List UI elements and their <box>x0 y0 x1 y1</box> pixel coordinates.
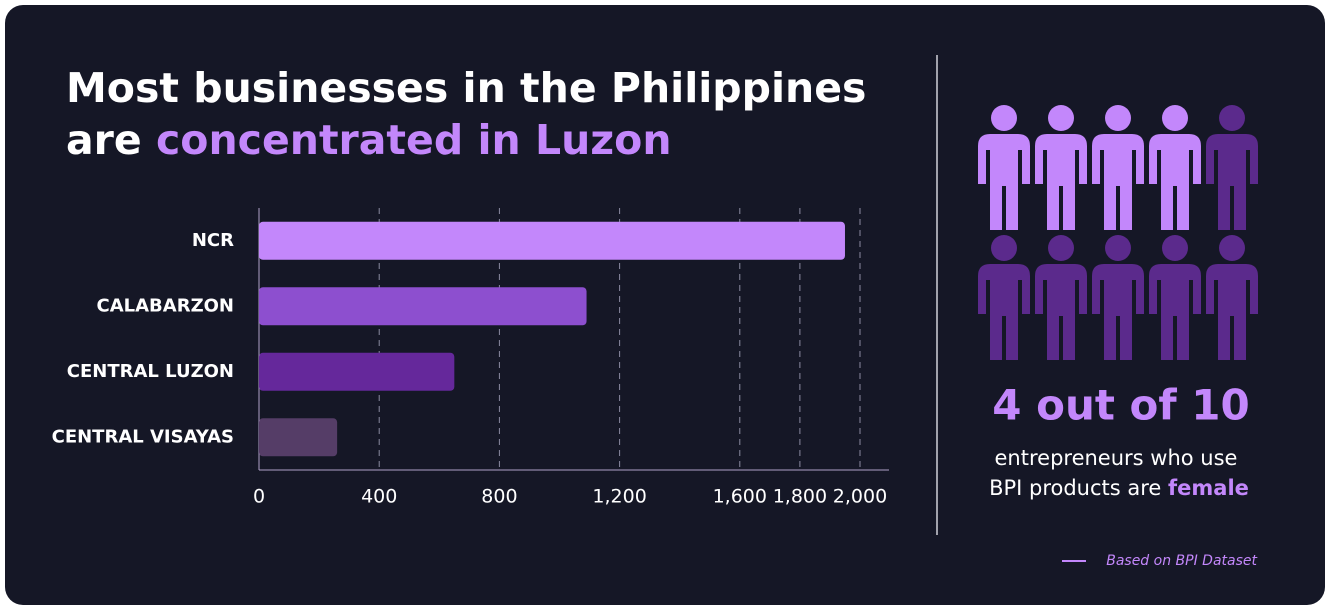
person-body <box>1206 264 1258 360</box>
person-icon <box>1206 105 1258 230</box>
person-head <box>991 105 1017 131</box>
footnote: Based on BPI Dataset <box>1106 553 1257 569</box>
pictogram <box>978 105 1258 360</box>
title-plain: are <box>66 116 142 164</box>
person-head <box>1105 235 1131 261</box>
person-icon <box>1035 105 1087 230</box>
x-tick-label: 1,800 <box>773 486 827 508</box>
person-icon <box>1149 105 1201 230</box>
person-body <box>1092 134 1144 230</box>
stat-text-line2: BPI products are female <box>989 476 1249 500</box>
person-body <box>1092 264 1144 360</box>
title-line2: are concentrated in Luzon <box>66 116 672 164</box>
person-head <box>1219 235 1245 261</box>
x-tick-label: 2,000 <box>833 486 887 508</box>
person-icon <box>978 105 1030 230</box>
person-body <box>978 264 1030 360</box>
bar <box>259 221 845 260</box>
person-body <box>1149 134 1201 230</box>
person-body <box>1206 134 1258 230</box>
title-highlight: concentrated in Luzon <box>156 116 672 164</box>
title-line1: Most businesses in the Philippines <box>66 64 866 112</box>
person-body <box>1035 264 1087 360</box>
person-icon <box>1035 235 1087 360</box>
bar <box>259 418 338 457</box>
x-tick-label: 1,200 <box>592 486 646 508</box>
person-head <box>1048 235 1074 261</box>
person-icon <box>1206 235 1258 360</box>
person-icon <box>1092 235 1144 360</box>
person-body <box>1149 264 1201 360</box>
person-head <box>991 235 1017 261</box>
stat-plain: BPI products are <box>989 476 1161 500</box>
person-head <box>1162 235 1188 261</box>
person-icon <box>1149 235 1201 360</box>
person-head <box>1105 105 1131 131</box>
bar <box>259 287 587 326</box>
x-tick-label: 400 <box>361 486 397 508</box>
x-tick-label: 0 <box>253 486 265 508</box>
y-tick-label: NCR <box>192 230 234 251</box>
bar <box>259 352 455 391</box>
stat-text-line1: entrepreneurs who use <box>995 446 1238 470</box>
person-head <box>1048 105 1074 131</box>
stat-headline: 4 out of 10 <box>992 381 1250 430</box>
x-tick-label: 800 <box>481 486 517 508</box>
person-body <box>978 134 1030 230</box>
x-tick-label: 1,600 <box>713 486 767 508</box>
person-icon <box>1092 105 1144 230</box>
person-icon <box>978 235 1030 360</box>
person-head <box>1162 105 1188 131</box>
y-tick-label: CENTRAL VISAYAS <box>52 426 234 447</box>
y-tick-label: CENTRAL LUZON <box>67 361 234 382</box>
person-body <box>1035 134 1087 230</box>
person-head <box>1219 105 1245 131</box>
stat-highlight: female <box>1168 476 1249 500</box>
y-tick-label: CALABARZON <box>97 295 234 316</box>
